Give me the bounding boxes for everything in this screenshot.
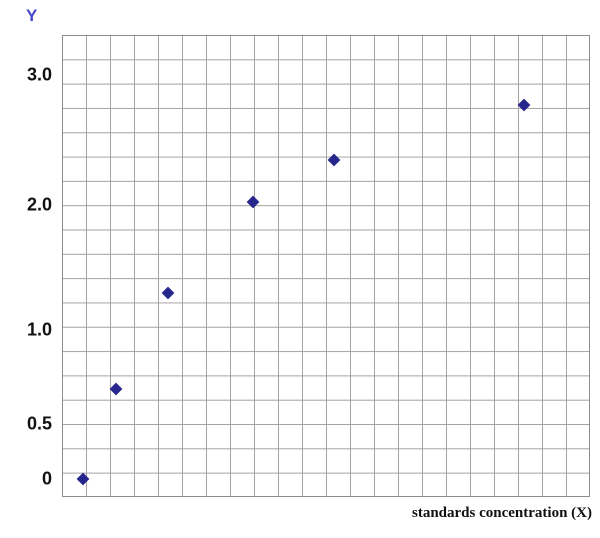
y-tick-label: 2.0 xyxy=(26,194,52,215)
x-axis-title: standards concentration (X) xyxy=(412,505,592,521)
y-axis-title: Y xyxy=(26,6,38,25)
y-tick-label: 0 xyxy=(41,468,52,489)
data-point-marker xyxy=(76,472,90,486)
plot-area xyxy=(62,35,590,497)
y-tick-label: 3.0 xyxy=(26,64,52,85)
data-point-marker xyxy=(161,286,175,300)
data-point-marker xyxy=(246,195,260,209)
y-tick-label: 1.0 xyxy=(26,319,52,340)
data-point-marker xyxy=(327,153,341,167)
data-point-marker xyxy=(109,382,123,396)
y-tick-label: 0.5 xyxy=(26,413,52,434)
data-point-marker xyxy=(517,98,531,112)
